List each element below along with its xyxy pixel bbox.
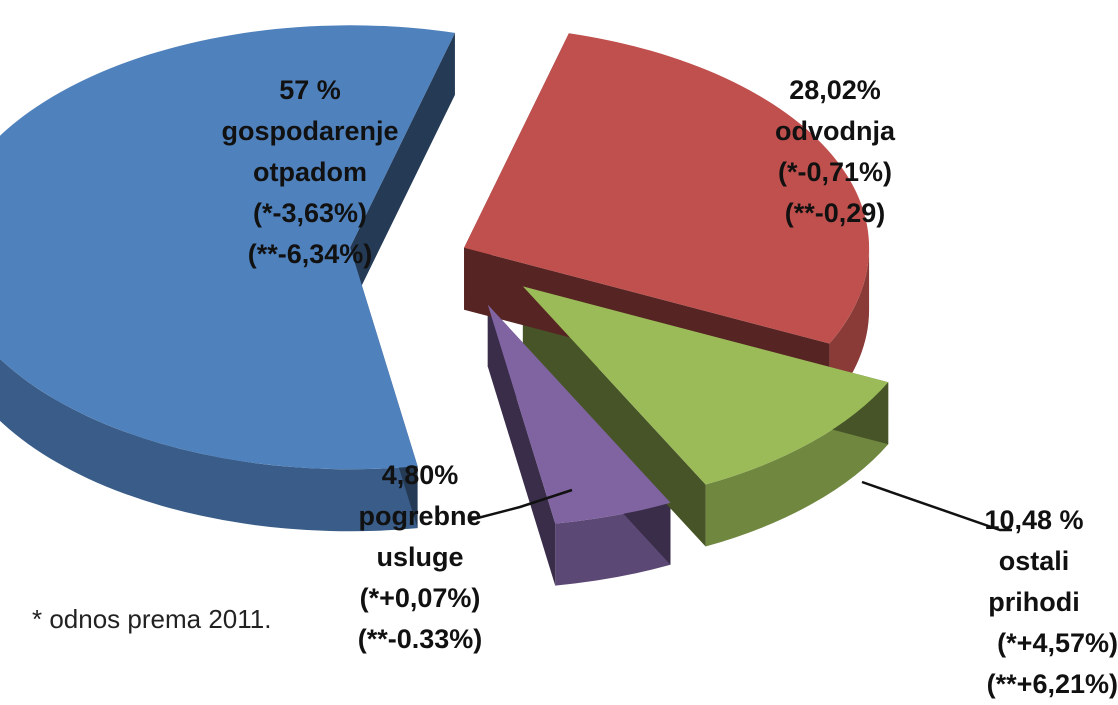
note: (**-6,34%) (247, 239, 373, 269)
value-label: 4,80% (381, 460, 459, 490)
note: (*+0,07%) (359, 583, 481, 613)
note: (**-0.33%) (357, 624, 483, 654)
category-label: gospodarenje otpadom (221, 116, 399, 187)
note: (*-3,63%) (252, 198, 368, 228)
slice (522, 286, 889, 485)
slice (464, 33, 870, 344)
note: (*+4,57%) (997, 628, 1118, 658)
slice-wall (350, 32, 455, 310)
category-label: odvodnja (775, 116, 895, 146)
leader-line (861, 480, 1012, 532)
category-label: pogrebne usluge (358, 501, 482, 572)
slice-heading: 10,48 % ostali prihodi (850, 500, 1118, 623)
slice-label: 4,80% pogrebne usluge (*+0,07%) (**-0.33… (330, 455, 510, 660)
value-label: 10,48 % (984, 505, 1084, 535)
slice-label: 57 % gospodarenje otpadom (*-3,63%) (**-… (190, 70, 430, 275)
slice (0, 25, 455, 470)
slice (487, 304, 671, 524)
value-label: 28,02% (789, 75, 881, 105)
slice-label: 10,48 % ostali prihodi (*+4,57%) (**+6,2… (850, 500, 1118, 705)
note: (*-0,71%) (777, 157, 893, 187)
note: (**-0,29) (784, 198, 886, 228)
slice-side (829, 247, 870, 406)
page: {"chart_data": {"type": "pie", "categori… (0, 25, 1118, 699)
category-label: ostali prihodi (988, 546, 1080, 617)
slice-label: 28,02% odvodnja (*-0,71%) (**-0,29) (735, 70, 935, 234)
value-label: 57 % (279, 75, 341, 105)
chart (0, 25, 1012, 586)
leader-line (469, 488, 573, 522)
slice-side (0, 358, 418, 532)
note: (**+6,21%) (986, 669, 1118, 699)
footnote: * odnos prema 2011. (32, 604, 272, 634)
